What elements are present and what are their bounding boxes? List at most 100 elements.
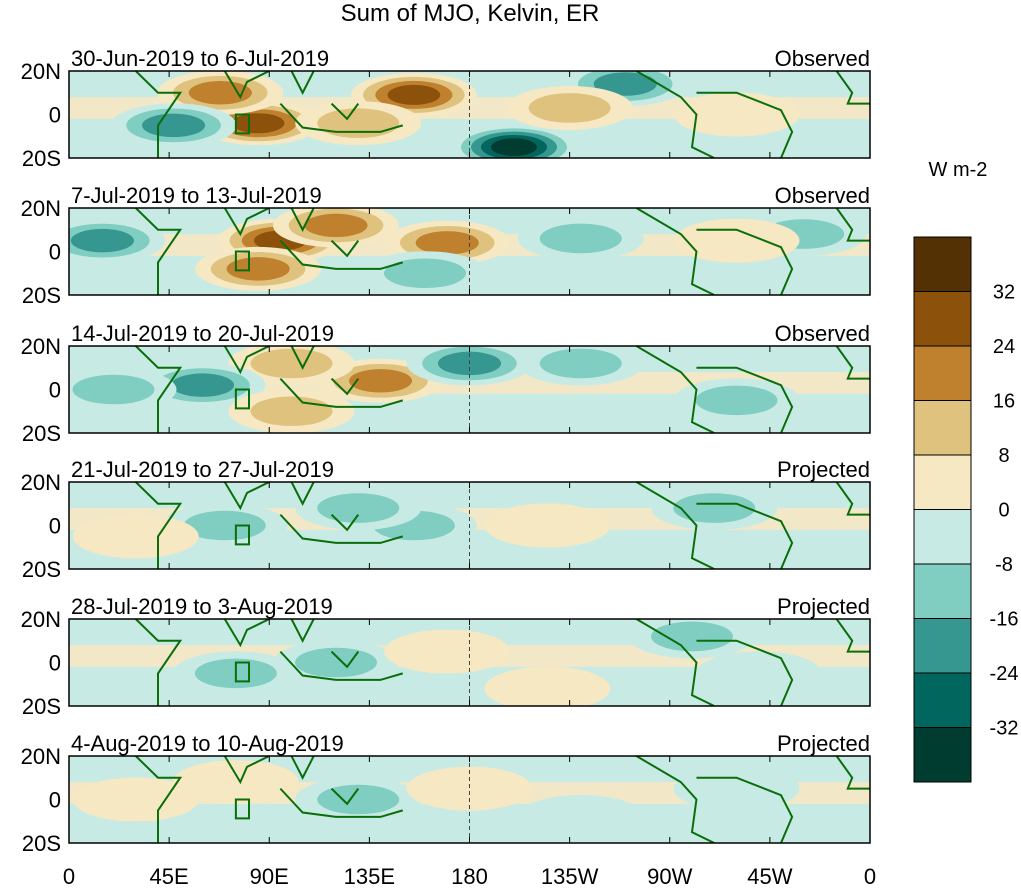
anomaly-contour	[673, 766, 800, 811]
map-panel: 28-Jul-2019 to 3-Aug-2019 Projected 20N 0 20…	[21, 594, 871, 719]
anomaly-contour	[491, 138, 537, 157]
colorbar-swatch	[913, 291, 972, 347]
coastline	[696, 502, 794, 569]
coastline	[223, 619, 270, 648]
map-panel: 7-Jul-2019 to 13-Jul-2019 Observed 20N 0 20S	[21, 183, 871, 308]
anomaly-contour	[695, 651, 822, 696]
coastline	[135, 482, 183, 569]
map-panel: 21-Jul-2019 to 27-Jul-2019 Projected 20N 0 2…	[21, 457, 871, 582]
panel-date-range: 28-Jul-2019 to 3-Aug-2019	[71, 594, 333, 619]
coastline	[223, 208, 270, 237]
colorbar-swatch	[913, 509, 972, 565]
anomaly-contour	[317, 784, 400, 815]
coastline	[290, 619, 315, 643]
coastline	[223, 482, 270, 511]
colorbar-swatch	[913, 236, 972, 292]
coastline	[279, 787, 404, 818]
anomaly-contour	[317, 493, 400, 523]
y-tick-label: 20S	[22, 283, 61, 308]
coastline	[279, 102, 404, 133]
colorbar-tick-label: 8	[998, 445, 1009, 467]
anomaly-contour	[317, 108, 400, 138]
coastline	[835, 619, 870, 653]
x-tick-label: 180	[451, 864, 488, 889]
anomaly-contour	[673, 493, 756, 523]
y-tick-label: 0	[49, 651, 61, 676]
coastline	[696, 366, 794, 433]
panel-date-range: 21-Jul-2019 to 27-Jul-2019	[71, 457, 334, 482]
map-panel: 30-Jun-2019 to 6-Jul-2019 Observed 20N 0 20S	[21, 46, 871, 171]
x-tick-label: 0	[63, 864, 75, 889]
y-tick-label: 20N	[21, 334, 61, 359]
colorbar-units: W m-2	[929, 159, 988, 181]
colorbar: W m-2 32 24 16 8 0 -8 -16 -24 -32	[913, 159, 1019, 783]
x-tick-label: 0	[864, 864, 876, 889]
anomaly-contour	[517, 794, 644, 839]
colorbar-swatch	[913, 345, 972, 401]
anomaly-contour	[170, 373, 235, 397]
x-tick-label: 90W	[647, 864, 692, 889]
panel-status: Observed	[775, 46, 870, 71]
colorbar-tick-label: 16	[993, 391, 1015, 413]
coastline	[330, 239, 360, 258]
anomaly-contour	[673, 92, 800, 137]
x-tick-label: 45W	[747, 864, 792, 889]
index-region-box	[234, 113, 250, 135]
coastline	[135, 208, 183, 295]
anomaly-contour	[70, 228, 134, 253]
y-tick-label: 0	[49, 378, 61, 403]
colorbar-swatch	[913, 672, 972, 728]
colorbar-tick-label: 32	[993, 282, 1015, 304]
anomaly-contour	[72, 374, 155, 405]
coastline	[279, 239, 404, 270]
y-tick-label: 0	[49, 788, 61, 813]
colorbar-swatch	[913, 454, 972, 510]
coastline	[290, 482, 315, 506]
x-tick-label: 45E	[150, 864, 189, 889]
coastline	[135, 756, 183, 843]
coastline	[635, 346, 715, 433]
coastline	[635, 482, 715, 569]
index-region-box	[234, 388, 250, 410]
anomaly-contour	[406, 766, 533, 811]
y-tick-label: 20S	[22, 557, 61, 582]
anomaly-contour	[250, 348, 333, 379]
colorbar-swatch	[913, 400, 972, 456]
anomaly-contour	[651, 621, 733, 652]
anomaly-contour	[250, 396, 333, 427]
colorbar-swatch	[913, 727, 972, 783]
coastline	[290, 756, 315, 780]
coastline	[330, 513, 360, 532]
coastline	[330, 377, 360, 396]
y-tick-label: 0	[49, 103, 61, 128]
x-tick-label: 90E	[250, 864, 289, 889]
anomaly-contour	[387, 84, 441, 105]
anomaly-contour	[226, 257, 290, 281]
y-tick-label: 20S	[22, 694, 61, 719]
panel-date-range: 7-Jul-2019 to 13-Jul-2019	[71, 183, 322, 208]
coastline	[279, 513, 404, 544]
y-tick-label: 20N	[21, 196, 61, 221]
anomaly-contour	[484, 666, 611, 706]
coastline	[696, 228, 794, 295]
coastline	[635, 756, 715, 843]
colorbar-swatch	[913, 618, 972, 674]
y-tick-label: 20S	[22, 146, 61, 171]
coastline	[835, 208, 870, 242]
anomaly-contour	[673, 218, 800, 263]
coastline	[135, 71, 183, 158]
coastline	[223, 71, 270, 100]
anomaly-contour	[142, 113, 206, 138]
coastline	[330, 102, 360, 121]
anomaly-contour	[415, 231, 479, 255]
anomaly-contour	[384, 258, 466, 289]
anomaly-contour	[172, 760, 299, 805]
panel-status: Observed	[775, 321, 870, 346]
anomaly-contour	[304, 213, 368, 238]
anomaly-contour	[539, 223, 622, 254]
colorbar-tick-label: -32	[990, 718, 1019, 740]
panel-status: Projected	[777, 731, 870, 756]
y-tick-label: 20S	[22, 831, 61, 856]
